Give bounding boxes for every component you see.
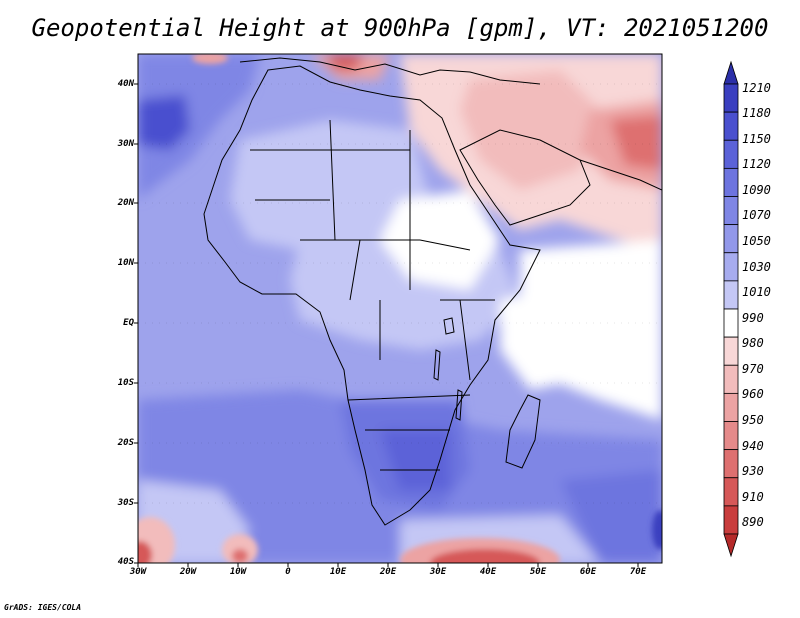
- lat-label-20s: 20S: [117, 438, 134, 448]
- colorbar-swatch: [723, 139, 739, 169]
- colorbar-swatch: [723, 280, 739, 310]
- lat-label-40n: 40N: [117, 79, 134, 89]
- colorbar-label: 1050: [742, 234, 771, 248]
- lat-label-30n: 30N: [117, 139, 134, 149]
- lon-label-30w: 30W: [129, 567, 147, 577]
- colorbar-label: 940: [742, 439, 764, 453]
- lon-label-60e: 60E: [579, 567, 597, 577]
- lon-label-20e: 20E: [379, 567, 397, 577]
- colorbar-label: 1030: [742, 260, 771, 274]
- colorbar-label: 960: [742, 387, 764, 401]
- colorbar-swatch: [723, 336, 739, 366]
- lon-label-30e: 30E: [429, 567, 447, 577]
- colorbar-swatch: [723, 505, 739, 535]
- colorbar-arrow-top: [723, 60, 739, 85]
- colorbar-swatch: [723, 392, 739, 422]
- colorbar-swatch: [723, 421, 739, 451]
- colorbar-label: 1180: [742, 106, 771, 120]
- colorbar-swatch: [723, 449, 739, 479]
- lon-label-20w: 20W: [179, 567, 197, 577]
- lon-label-10e: 10E: [329, 567, 347, 577]
- colorbar-swatch: [723, 364, 739, 394]
- lon-label-50e: 50E: [529, 567, 547, 577]
- colorbar-label: 980: [742, 336, 764, 350]
- map-title: Geopotential Height at 900hPa [gpm], VT:…: [31, 14, 769, 42]
- colorbar-swatch: [723, 196, 739, 226]
- colorbar-label: 1010: [742, 285, 771, 299]
- grads-credit: GrADS: IGES/COLA: [4, 603, 82, 612]
- colorbar-label: 1120: [742, 157, 771, 171]
- colorbar-label: 930: [742, 464, 764, 478]
- colorbar-label: 1150: [742, 132, 771, 146]
- map-field: [138, 54, 662, 563]
- colorbar-swatch: [723, 308, 739, 338]
- colorbar-label: 890: [742, 515, 764, 529]
- colorbar-arrow-bottom: [723, 533, 739, 558]
- lat-label-20n: 20N: [117, 198, 134, 208]
- colorbar-label: 1210: [742, 81, 771, 95]
- lon-label-10w: 10W: [229, 567, 247, 577]
- colorbar-label: 1070: [742, 208, 771, 222]
- lat-label-40s: 40S: [117, 557, 134, 567]
- coastlines: [203, 57, 662, 526]
- colorbar-swatch: [723, 83, 739, 113]
- lat-label-10s: 10S: [117, 378, 134, 388]
- colorbar-swatch: [723, 167, 739, 197]
- map-frame: [137, 53, 663, 564]
- axis-ticks: [134, 83, 639, 567]
- colorbar-label: 950: [742, 413, 764, 427]
- lat-label-10n: 10N: [117, 258, 134, 268]
- colorbar-swatch: [723, 477, 739, 507]
- lon-label-0: 0: [285, 567, 291, 577]
- lat-label-eq: EQ: [123, 318, 134, 328]
- colorbar-label: 910: [742, 490, 764, 504]
- colorbar-swatch: [723, 224, 739, 254]
- colorbar: [723, 60, 739, 558]
- colorbar-swatch: [723, 252, 739, 282]
- colorbar-label: 1090: [742, 183, 771, 197]
- colorbar-label: 970: [742, 362, 764, 376]
- lon-label-70e: 70E: [629, 567, 647, 577]
- lon-label-40e: 40E: [479, 567, 497, 577]
- colorbar-swatch: [723, 111, 739, 141]
- colorbar-label: 990: [742, 311, 764, 325]
- lat-label-30s: 30S: [117, 498, 134, 508]
